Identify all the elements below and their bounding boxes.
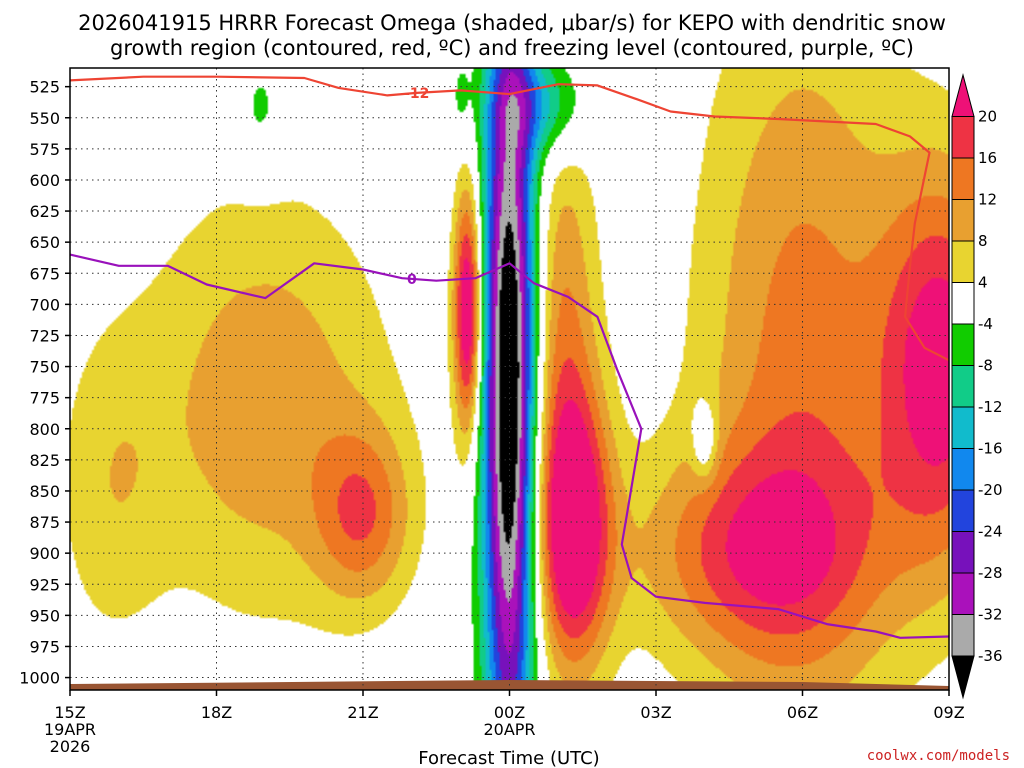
colorbar-label: 8: [978, 232, 988, 250]
time-tick-date: 19APR: [44, 720, 96, 739]
colorbar-label: 12: [978, 191, 997, 209]
colorbar-bin: [951, 572, 975, 615]
pressure-tick-label: 700: [29, 295, 60, 314]
pressure-tick-label: 875: [29, 513, 60, 532]
colorbar-bin: [951, 614, 975, 657]
colorbar-bin: [951, 448, 975, 491]
colorbar-label: -12: [978, 398, 1003, 416]
pressure-tick-label: 725: [29, 326, 60, 345]
colorbar-bin: [951, 157, 975, 200]
pressure-tick-label: 975: [29, 637, 60, 656]
contour-lines: -12 0: [69, 75, 950, 639]
time-tick-label: 21Z: [347, 703, 378, 722]
time-tick-label: 18Z: [201, 703, 232, 722]
pressure-tick-label: 650: [29, 233, 60, 252]
colorbar-label: 16: [978, 149, 997, 167]
contour-line: [69, 75, 950, 362]
time-tick-date: 20APR: [483, 720, 535, 739]
colorbar-legend: 20 16 12 8 4 -4 -8 -12 -16 -20 -24 -28 -32 -36: [951, 73, 1003, 700]
contour-line: [69, 253, 950, 639]
colorbar-bin: [951, 116, 975, 159]
plot-area: -12 0: [69, 67, 950, 691]
grid-lines: [70, 68, 949, 690]
colorbar-bin: [951, 199, 975, 242]
colorbar-bin: [951, 489, 975, 532]
pressure-tick-label: 1000: [19, 669, 60, 688]
pressure-tick-label: 625: [29, 202, 60, 221]
colorbar-label: -20: [978, 481, 1003, 499]
time-tick-label: 15Z: [54, 703, 85, 722]
colorbar-bin: [951, 531, 975, 574]
colorbar-arrow-bottom: [951, 655, 975, 700]
pressure-tick-label: 600: [29, 171, 60, 190]
pressure-tick-label: 800: [29, 420, 60, 439]
contour-label: -12: [404, 86, 429, 102]
pressure-tick-label: 750: [29, 358, 60, 377]
credit-text: coolwx.com/models: [867, 748, 1010, 764]
colorbar-label: -16: [978, 440, 1003, 458]
time-tick-label: 09Z: [933, 703, 964, 722]
contour-label: 0: [407, 272, 417, 288]
colorbar-label: -36: [978, 647, 1003, 665]
colorbar-label: -32: [978, 606, 1003, 624]
colorbar-bin: [951, 406, 975, 449]
colorbar-bin: [951, 365, 975, 408]
pressure-tick-label: 575: [29, 140, 60, 159]
colorbar-label: -8: [978, 357, 993, 375]
time-tick-label: 06Z: [787, 703, 818, 722]
pressure-tick-label: 550: [29, 109, 60, 128]
colorbar-label: 4: [978, 274, 988, 292]
colorbar-bin: [951, 282, 975, 325]
pressure-tick-label: 775: [29, 389, 60, 408]
time-tick-year: 2026: [50, 737, 91, 756]
colorbar-bin: [951, 323, 975, 366]
y-axis-pressure: 525 550 575 600 625 650 675 700 725 750 775 800 825 8…: [19, 78, 70, 688]
pressure-tick-label: 525: [29, 78, 60, 97]
colorbar-label: 20: [978, 108, 997, 126]
colorbar-bin: [951, 240, 975, 283]
pressure-tick-label: 900: [29, 544, 60, 563]
pressure-tick-label: 825: [29, 451, 60, 470]
colorbar-label: -4: [978, 315, 993, 333]
colorbar-label: -24: [978, 523, 1003, 541]
pressure-tick-label: 950: [29, 606, 60, 625]
pressure-tick-label: 850: [29, 482, 60, 501]
time-tick-label: 00Z: [494, 703, 525, 722]
chart-title-line2: growth region (contoured, red, ºC) and f…: [110, 36, 914, 60]
pressure-tick-label: 675: [29, 264, 60, 283]
x-axis-label: Forecast Time (UTC): [418, 748, 599, 768]
colorbar-arrow-top: [951, 73, 975, 117]
time-tick-label: 03Z: [640, 703, 671, 722]
pressure-tick-label: 925: [29, 575, 60, 594]
colorbar-label: -28: [978, 564, 1003, 582]
chart-title-line1: 2026041915 HRRR Forecast Omega (shaded, …: [78, 11, 946, 35]
